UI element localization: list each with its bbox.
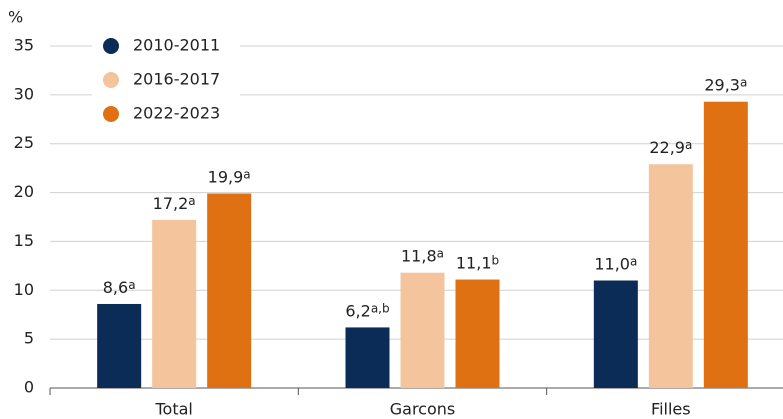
y-tick-label: 20 <box>14 182 34 201</box>
data-label-note: a <box>685 138 692 152</box>
y-tick-label: 5 <box>24 329 34 348</box>
y-tick-label: 35 <box>14 36 34 55</box>
data-label-value: 22,9 <box>649 138 685 157</box>
data-label-value: 11,8 <box>401 246 437 265</box>
y-tick-label: 30 <box>14 84 34 103</box>
bar <box>648 164 693 388</box>
legend-marker <box>103 106 119 122</box>
bar <box>455 279 500 388</box>
legend-label: 2010-2011 <box>133 36 220 55</box>
legend-label: 2022-2023 <box>133 104 220 123</box>
data-label-note: a <box>188 193 195 207</box>
y-axis-label: % <box>8 8 23 27</box>
bar <box>593 280 638 388</box>
legend-label: 2016-2017 <box>133 70 220 89</box>
data-label: 11,8a <box>401 246 444 265</box>
y-tick-label: 15 <box>14 231 34 250</box>
data-label: 29,3a <box>704 75 747 94</box>
bar <box>152 219 197 388</box>
bar <box>207 193 252 388</box>
data-label-value: 29,3 <box>704 75 740 94</box>
data-label-note: b <box>492 253 500 267</box>
data-label-note: a <box>437 246 444 260</box>
data-label: 22,9a <box>649 138 692 157</box>
y-tick-label: 10 <box>14 280 34 299</box>
legend-marker <box>103 38 119 54</box>
data-label: 17,2a <box>153 193 196 212</box>
data-label-value: 17,2 <box>153 193 189 212</box>
data-label-note: a <box>630 254 637 268</box>
x-tick-label: Garcons <box>390 400 456 419</box>
legend: 2010-2011 2016-2017 2022-2023 <box>92 30 240 130</box>
data-label-value: 11,1 <box>456 253 492 272</box>
bar <box>400 272 445 388</box>
data-label-value: 6,2 <box>345 301 370 320</box>
data-label-note: a <box>243 167 250 181</box>
data-label: 11,0a <box>594 254 637 273</box>
data-label: 11,1b <box>456 253 499 272</box>
x-tick-label: Total <box>154 400 192 419</box>
legend-marker <box>103 72 119 88</box>
data-label: 6,2a,b <box>345 301 389 320</box>
data-label-value: 19,9 <box>208 167 244 186</box>
data-label: 8,6a <box>103 277 136 296</box>
bar <box>97 303 142 388</box>
bar <box>703 101 748 388</box>
data-label-note: a <box>740 75 747 89</box>
x-tick-label: Filles <box>651 400 691 419</box>
y-tick-label: 25 <box>14 133 34 152</box>
data-label-note: a <box>128 277 135 291</box>
data-label: 19,9a <box>208 167 251 186</box>
y-tick-label: 0 <box>24 378 34 397</box>
data-label-value: 11,0 <box>594 254 630 273</box>
bar <box>345 327 390 388</box>
data-label-value: 8,6 <box>103 277 128 296</box>
data-label-note: a,b <box>371 301 390 315</box>
